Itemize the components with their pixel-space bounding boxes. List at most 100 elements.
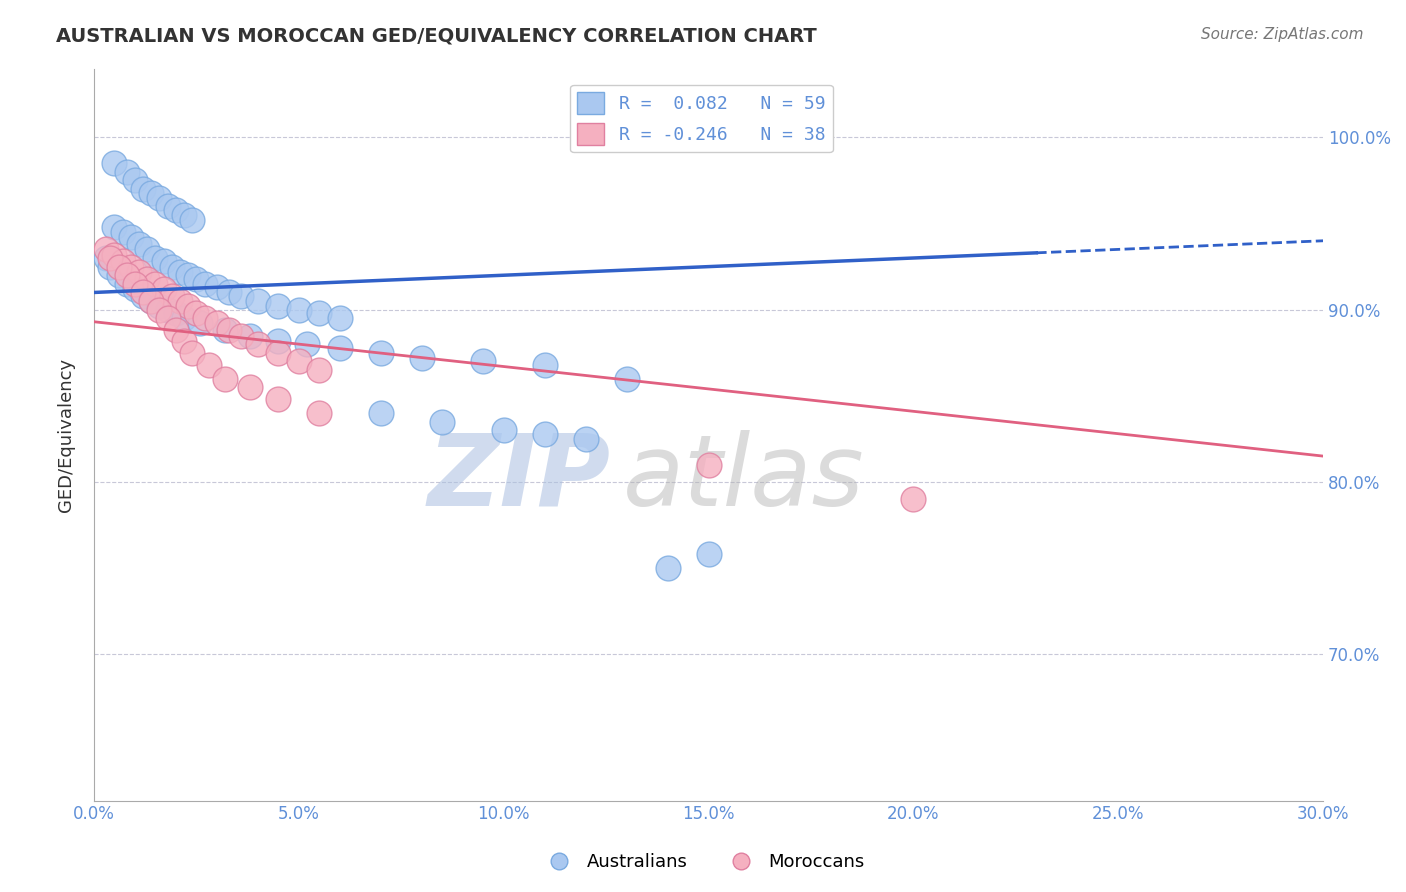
Point <box>156 199 179 213</box>
Point <box>148 302 170 317</box>
Point <box>156 311 179 326</box>
Text: ZIP: ZIP <box>427 430 610 527</box>
Point <box>492 423 515 437</box>
Point <box>103 156 125 170</box>
Point <box>288 302 311 317</box>
Point <box>103 247 125 261</box>
Point <box>246 337 269 351</box>
Point <box>193 311 215 326</box>
Point <box>267 345 290 359</box>
Point <box>186 306 208 320</box>
Point <box>152 282 174 296</box>
Point <box>160 260 183 274</box>
Point <box>181 345 204 359</box>
Point <box>697 547 720 561</box>
Point <box>288 354 311 368</box>
Point <box>160 289 183 303</box>
Point <box>295 337 318 351</box>
Point <box>132 182 155 196</box>
Y-axis label: GED/Equivalency: GED/Equivalency <box>58 358 75 512</box>
Legend: Australians, Moroccans: Australians, Moroccans <box>534 847 872 879</box>
Point <box>308 363 330 377</box>
Point <box>214 323 236 337</box>
Point <box>186 271 208 285</box>
Point <box>239 328 262 343</box>
Point <box>165 323 187 337</box>
Point <box>124 282 146 296</box>
Point <box>107 260 129 274</box>
Point <box>141 294 163 309</box>
Point <box>115 165 138 179</box>
Point <box>98 251 121 265</box>
Point <box>533 358 555 372</box>
Point <box>432 415 454 429</box>
Point <box>173 311 195 326</box>
Point <box>197 358 219 372</box>
Point <box>124 173 146 187</box>
Point <box>308 406 330 420</box>
Point <box>903 492 925 507</box>
Point <box>169 294 191 309</box>
Point <box>115 277 138 291</box>
Point <box>533 426 555 441</box>
Point <box>124 277 146 291</box>
Point <box>136 271 159 285</box>
Point <box>96 243 118 257</box>
Text: atlas: atlas <box>623 430 865 527</box>
Point <box>120 230 142 244</box>
Point <box>205 317 228 331</box>
Point <box>128 265 150 279</box>
Point <box>411 351 433 365</box>
Point <box>111 254 134 268</box>
Point <box>148 299 170 313</box>
Text: AUSTRALIAN VS MOROCCAN GED/EQUIVALENCY CORRELATION CHART: AUSTRALIAN VS MOROCCAN GED/EQUIVALENCY C… <box>56 27 817 45</box>
Point <box>616 371 638 385</box>
Point <box>329 311 352 326</box>
Point <box>145 251 167 265</box>
Point <box>177 268 200 283</box>
Point <box>173 208 195 222</box>
Point <box>193 277 215 291</box>
Point <box>136 243 159 257</box>
Point <box>165 306 187 320</box>
Point <box>239 380 262 394</box>
Point <box>177 299 200 313</box>
Point <box>575 432 598 446</box>
Point <box>231 289 253 303</box>
Point <box>267 392 290 407</box>
Point <box>132 285 155 300</box>
Point <box>148 191 170 205</box>
Point <box>169 265 191 279</box>
Point <box>214 371 236 385</box>
Point <box>111 225 134 239</box>
Point <box>205 280 228 294</box>
Point <box>141 294 163 309</box>
Point <box>370 406 392 420</box>
Point <box>173 334 195 348</box>
Point <box>657 561 679 575</box>
Point <box>141 186 163 200</box>
Point <box>697 458 720 472</box>
Point <box>267 334 290 348</box>
Point <box>145 277 167 291</box>
Point <box>96 251 118 265</box>
Point <box>107 268 129 283</box>
Point <box>128 237 150 252</box>
Point <box>98 260 121 274</box>
Point <box>329 341 352 355</box>
Point <box>267 299 290 313</box>
Point <box>218 323 240 337</box>
Point <box>115 268 138 283</box>
Point <box>190 317 212 331</box>
Point <box>103 219 125 234</box>
Point <box>181 213 204 227</box>
Point <box>472 354 495 368</box>
Text: Source: ZipAtlas.com: Source: ZipAtlas.com <box>1201 27 1364 42</box>
Point <box>132 289 155 303</box>
Point <box>152 254 174 268</box>
Point <box>120 260 142 274</box>
Point <box>370 345 392 359</box>
Point <box>246 294 269 309</box>
Point <box>165 202 187 217</box>
Point <box>231 328 253 343</box>
